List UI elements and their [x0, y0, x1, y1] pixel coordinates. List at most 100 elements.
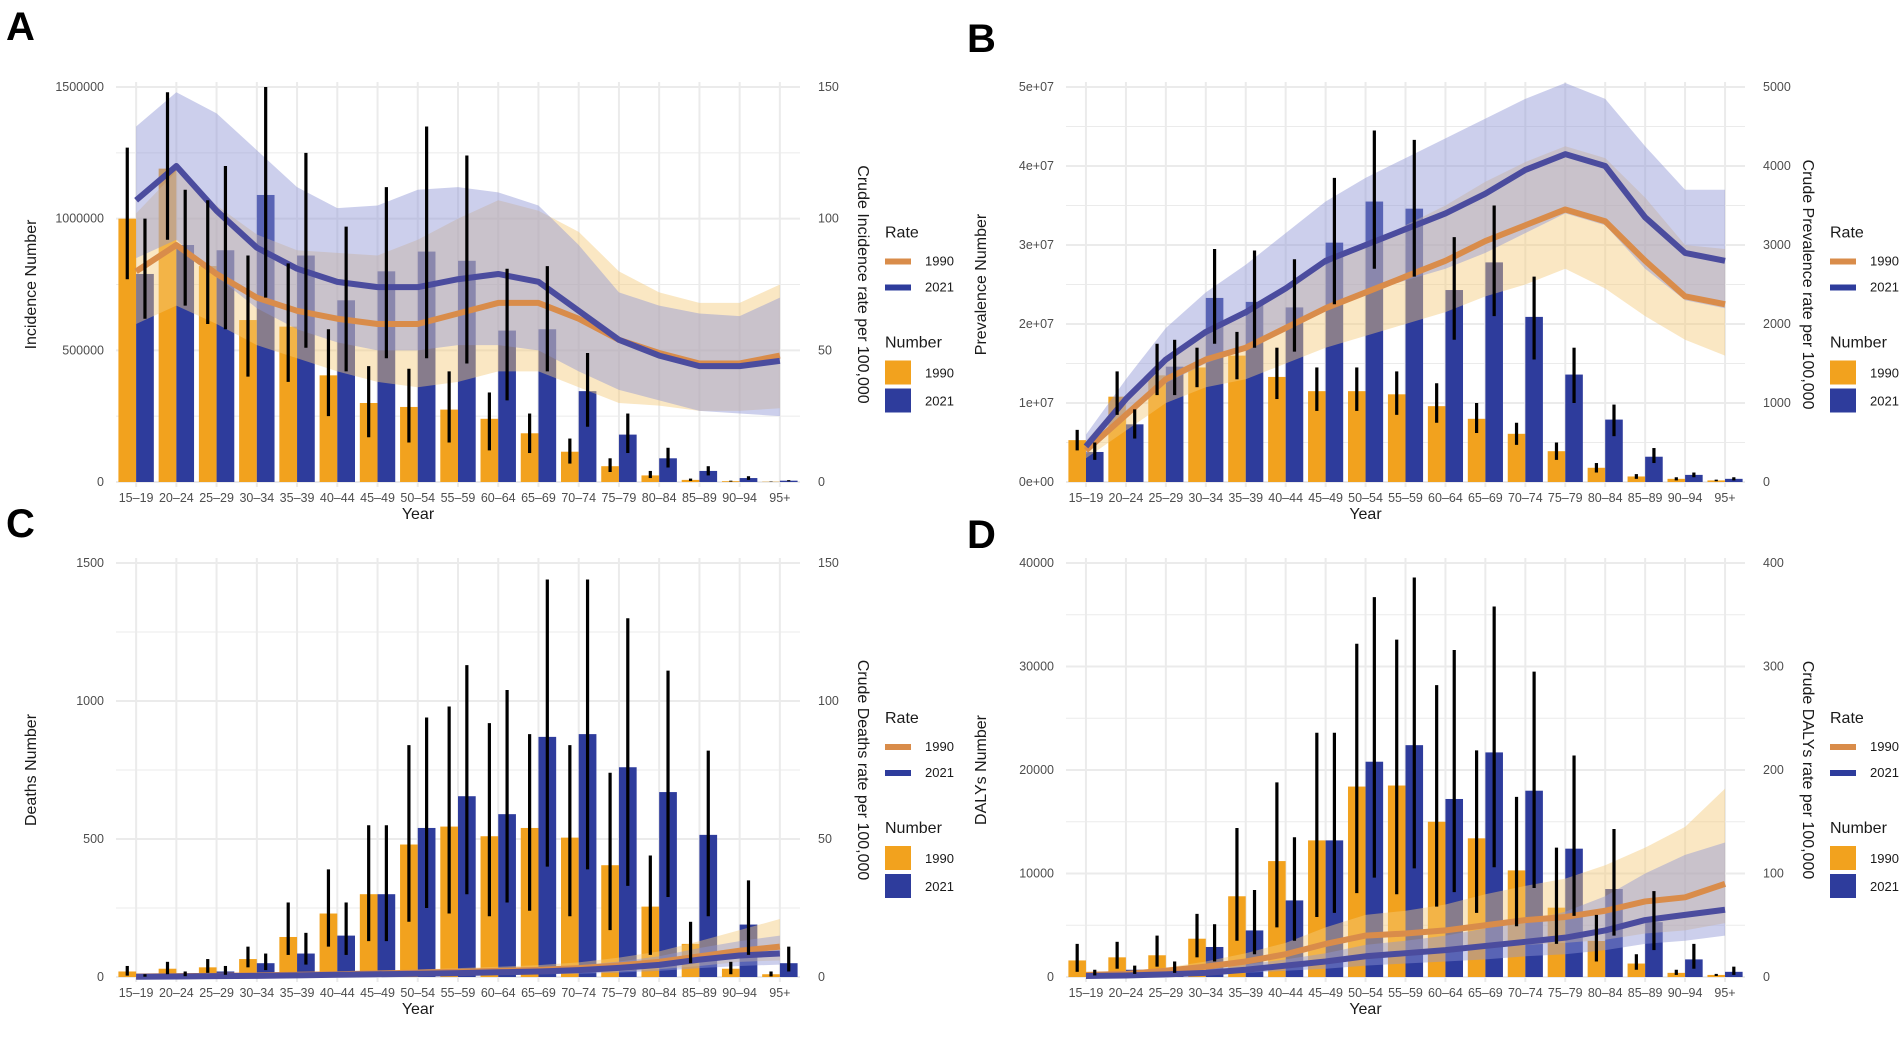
- y-tick-label: 0: [97, 970, 104, 984]
- rate-band-2021: [1085, 83, 1726, 455]
- bar: [520, 433, 539, 482]
- rate-band-1990: [136, 919, 780, 977]
- x-axis-title: Year: [402, 1001, 435, 1018]
- legend-title-number: Number: [885, 820, 943, 837]
- legend-label-rate: 1990: [1870, 739, 1899, 754]
- panel-d: D 0 10000 20000 30000 40000 0 100 200 300 400 15–19…: [967, 513, 1899, 1018]
- y2-tick-label: 2000: [1763, 317, 1791, 331]
- bar: [1387, 394, 1406, 482]
- legend: Rate 1990 2021 Number 1990 2021: [1830, 225, 1899, 413]
- x-tick-label: 70–74: [1508, 986, 1543, 1000]
- y2-tick-label: 50: [818, 343, 832, 357]
- x-tick-label: 60–64: [481, 986, 516, 1000]
- bar: [319, 375, 338, 482]
- bar: [440, 409, 458, 482]
- x-tick-label: 80–84: [642, 491, 677, 505]
- bar: [400, 406, 418, 482]
- legend-label-rate: 2021: [925, 765, 954, 780]
- rate-band-2021: [136, 92, 780, 417]
- panel-b: B 0e+00 1e+07 2e+07 3e+07 4e+07 5e+07 0 1000 2000…: [967, 17, 1899, 523]
- legend: Rate 1990 2021 Number 1990 2021: [885, 710, 954, 898]
- x-tick-label: 60–64: [1428, 491, 1463, 505]
- x-tick-label: 35–39: [280, 491, 315, 505]
- x-tick-label: 30–34: [1188, 491, 1223, 505]
- bar: [1445, 290, 1464, 482]
- legend-swatch-rate: [1830, 258, 1856, 265]
- rate-line-2021: [136, 950, 781, 980]
- x-axis-title: Year: [1349, 506, 1382, 523]
- bar: [1525, 316, 1543, 482]
- x-axis-title: Year: [402, 506, 435, 523]
- bar: [176, 245, 195, 482]
- panel-letter: A: [6, 5, 35, 49]
- x-tick-label: 85–89: [1628, 491, 1663, 505]
- legend-swatch-rate: [1830, 770, 1856, 776]
- bar: [337, 300, 355, 482]
- x-tick-label: 65–69: [1468, 491, 1503, 505]
- legend-label-number: 2021: [925, 879, 954, 894]
- bar: [1547, 451, 1566, 482]
- legend-label-number: 1990: [1870, 851, 1899, 866]
- legend-title-number: Number: [1830, 335, 1888, 352]
- bar: [1148, 375, 1166, 482]
- legend-label-rate: 2021: [1870, 765, 1899, 780]
- y2-tick-label: 0: [1763, 475, 1770, 489]
- y2-tick-label: 0: [818, 475, 825, 489]
- y-tick-label: 1000: [76, 694, 104, 708]
- x-tick-label: 45–49: [1308, 986, 1343, 1000]
- x-tick-label: 35–39: [280, 986, 315, 1000]
- rate-band-1990: [1085, 146, 1726, 459]
- legend-title-rate: Rate: [1830, 710, 1864, 727]
- x-tick-label: 75–79: [1548, 491, 1583, 505]
- bar-series-1990: [1068, 355, 1726, 482]
- bar: [1228, 355, 1246, 482]
- panel-letter: D: [967, 513, 996, 557]
- bar: [1205, 297, 1224, 482]
- x-tick-label: 95+: [1714, 986, 1735, 1000]
- x-tick-label: 50–54: [400, 986, 435, 1000]
- legend-swatch-number: [885, 846, 911, 870]
- legend-label-rate: 1990: [925, 254, 954, 269]
- bar: [1587, 467, 1606, 482]
- y-axis-title: Deaths Number: [23, 713, 40, 826]
- y2-tick-label: 5000: [1763, 80, 1791, 94]
- bar: [1627, 963, 1646, 977]
- y2-tick-label: 200: [1763, 763, 1784, 777]
- y2-axis-title: Crude Deaths rate per 100,000: [854, 660, 871, 881]
- y-tick-label: 0e+00: [1019, 475, 1054, 489]
- panel-c: C 0 500 1000 1500 0 50 100 150 15–19 20–24 25–29 30–…: [6, 502, 954, 1018]
- x-tick-label: 85–89: [1628, 986, 1663, 1000]
- bar: [256, 194, 275, 482]
- y2-tick-label: 400: [1763, 556, 1784, 570]
- bar: [337, 935, 355, 977]
- bar: [601, 466, 619, 482]
- x-tick-label: 90–94: [1668, 491, 1703, 505]
- bar: [1365, 201, 1384, 483]
- bar: [1347, 391, 1366, 482]
- errorbars-2021: [143, 87, 791, 482]
- legend-swatch-number: [885, 360, 911, 385]
- x-tick-label: 55–59: [1388, 986, 1423, 1000]
- x-tick-label: 35–39: [1228, 491, 1263, 505]
- bar: [1707, 480, 1726, 482]
- bar: [1485, 262, 1503, 482]
- legend-swatch-rate: [885, 284, 911, 291]
- y-tick-label: 500: [83, 832, 104, 846]
- rate-line-2021: [1083, 151, 1726, 449]
- x-tick-label: 45–49: [360, 986, 395, 1000]
- legend-label-number: 2021: [925, 394, 954, 409]
- x-tick-label: 75–79: [1548, 986, 1583, 1000]
- y-tick-label: 1500000: [55, 80, 104, 94]
- y-tick-label: 4e+07: [1019, 159, 1054, 173]
- y2-tick-label: 3000: [1763, 238, 1791, 252]
- x-tick-label: 70–74: [1508, 491, 1543, 505]
- legend: Rate 1990 2021 Number 1990 2021: [1830, 710, 1899, 898]
- bar: [279, 326, 298, 482]
- x-tick-label: 40–44: [320, 986, 355, 1000]
- y2-axis-title: Crude Incidence rate per 100,000: [854, 165, 871, 403]
- y-axis-title: Prevalence Number: [973, 213, 990, 355]
- bar: [1605, 419, 1623, 482]
- x-tick-label: 20–24: [159, 491, 194, 505]
- legend-label-rate: 2021: [1870, 280, 1899, 295]
- rate-band-2021: [1085, 842, 1726, 977]
